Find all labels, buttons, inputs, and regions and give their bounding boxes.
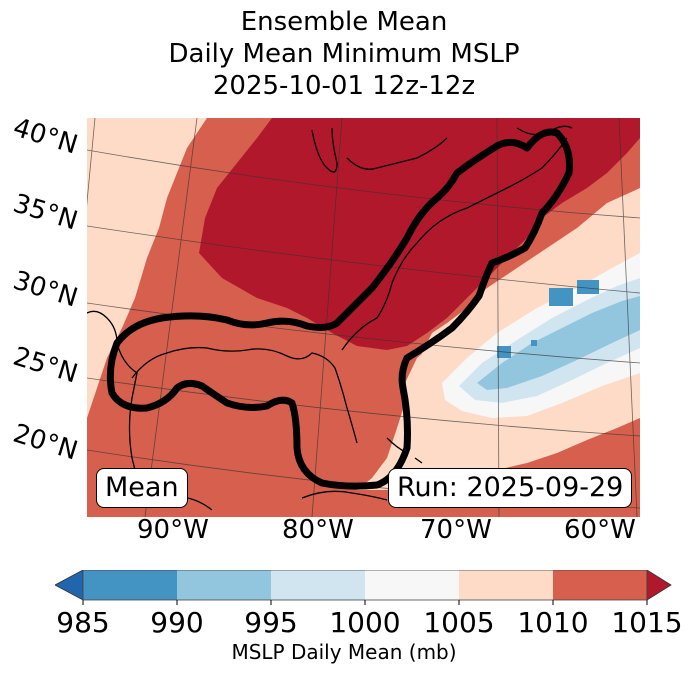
colorbar-tick-label: 1010	[517, 606, 589, 639]
field-985-990-d	[531, 340, 537, 346]
mslp-contour	[106, 128, 573, 490]
lon-line-70	[496, 118, 500, 517]
colorbar-bin-985-990	[83, 570, 178, 600]
field-985-990-b	[577, 280, 599, 294]
mean-annotation: Mean	[96, 468, 188, 508]
map-canvas	[87, 118, 640, 517]
lon-label-70w: 70°W	[420, 515, 492, 545]
colorbar-bin-990-995	[177, 570, 272, 600]
lat-label-30n: 30°N	[9, 265, 82, 314]
lon-line-80	[311, 118, 343, 517]
lat-line-30	[87, 302, 640, 364]
colorbar-bin-995-1000	[271, 570, 366, 600]
lat-line-40	[87, 149, 640, 219]
lat-line-35	[87, 225, 640, 294]
colorbar-tick-label: 1000	[329, 606, 401, 639]
colorbar-bin-1010-1015	[553, 570, 648, 600]
colorbar-tick-label: 990	[150, 606, 204, 639]
field-985-990-a	[549, 288, 573, 306]
lat-label-25n: 25°N	[9, 341, 82, 390]
colorbar-tick-label: 985	[56, 606, 110, 639]
run-date-annotation: Run: 2025-09-29	[388, 468, 633, 508]
colorbar-bin-1005-1010	[459, 570, 554, 600]
field-990-995	[477, 296, 640, 390]
lon-label-80w: 80°W	[282, 515, 354, 545]
lon-label-90w: 90°W	[137, 515, 209, 545]
lat-line-25	[87, 377, 640, 437]
map-panel	[87, 118, 640, 517]
colorbar-label: MSLP Daily Mean (mb)	[231, 640, 457, 664]
colorbar-bin-1000-1005	[365, 570, 460, 600]
lon-line-95	[87, 118, 96, 207]
lat-label-20n: 20°N	[9, 418, 82, 467]
lat-label-40n: 40°N	[9, 112, 82, 161]
colorbar	[55, 570, 672, 605]
lon-label-60w: 60°W	[564, 515, 636, 545]
colorbar-tick-label: 995	[244, 606, 298, 639]
colorbar-tick-label: 1015	[611, 606, 683, 639]
colorbar-tick-label: 1005	[423, 606, 495, 639]
colorbar-extend-over	[646, 570, 672, 601]
colorbar-extend-under	[55, 570, 84, 601]
title-line-1: Ensemble Mean	[240, 7, 448, 37]
lat-label-35n: 35°N	[9, 188, 82, 237]
lon-line-60	[618, 118, 638, 517]
title-line-3: 2025-10-01 12z-12z	[212, 71, 476, 101]
title-line-2: Daily Mean Minimum MSLP	[168, 39, 520, 69]
